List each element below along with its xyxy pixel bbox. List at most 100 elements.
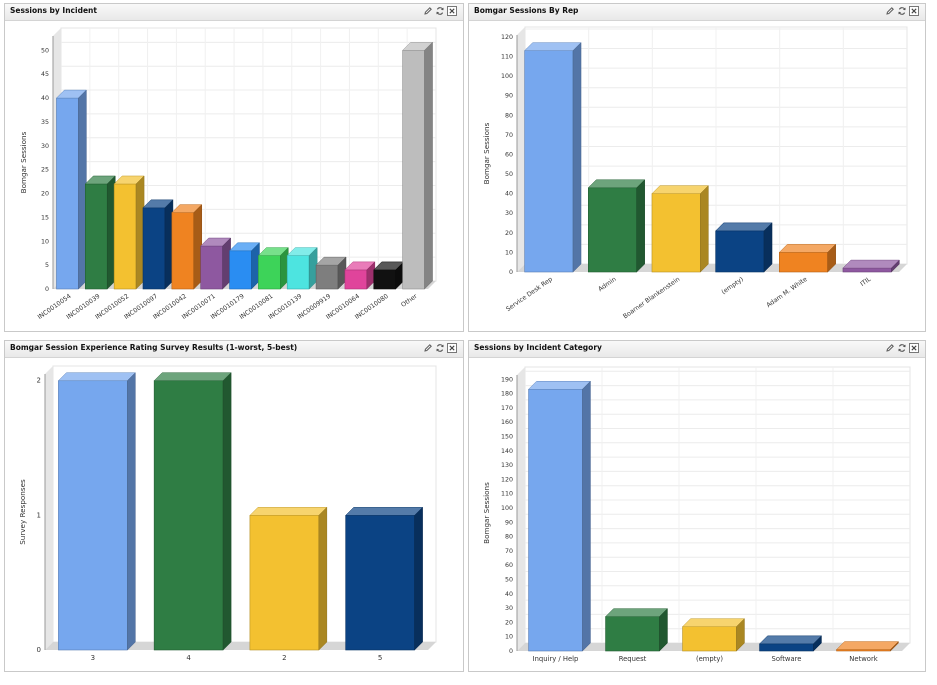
- bar-boarner-blankenstein[interactable]: [651, 185, 709, 273]
- edit-icon[interactable]: [885, 343, 895, 353]
- bar-side: [700, 185, 709, 273]
- y-axis-title: Bomgar Sessions: [482, 122, 491, 184]
- x-tick-label: Other: [400, 293, 419, 309]
- refresh-icon[interactable]: [897, 343, 907, 353]
- bar-software[interactable]: [758, 635, 823, 652]
- y-tick-label: 0: [37, 646, 41, 654]
- y-tick-label: 120: [501, 476, 513, 483]
- y-tick-label: 10: [41, 238, 49, 245]
- y-tick-label: 100: [501, 505, 513, 512]
- close-icon[interactable]: [909, 343, 919, 353]
- bar-inquiry-help[interactable]: [527, 380, 592, 652]
- panel-header: Sessions by Incident: [5, 4, 463, 21]
- edit-icon[interactable]: [423, 6, 433, 16]
- bar-top: [524, 42, 582, 51]
- chart-sessions-by-rep: 0 10 20 30 40 50 60 70 80 90 100 110 120 Bomgar Sessi…: [482, 26, 908, 320]
- y-tick-label: 60: [505, 151, 513, 158]
- plot-floor: [45, 642, 436, 650]
- bar-front: [56, 97, 79, 290]
- panel-header: Sessions by Incident Category: [469, 341, 925, 358]
- bar-3[interactable]: [57, 372, 136, 651]
- x-tick-label: Adam M. White: [765, 276, 808, 309]
- y-axis-title: Bomgar Sessions: [482, 482, 491, 544]
- bar-inc0010179[interactable]: [228, 242, 261, 290]
- bar-front: [344, 269, 368, 290]
- bar-itil[interactable]: [842, 259, 900, 273]
- x-tick-label: 2: [282, 654, 286, 662]
- x-tick-label: 5: [378, 654, 382, 662]
- bar-admin[interactable]: [587, 179, 646, 273]
- bar-adam-m-white[interactable]: [778, 243, 837, 273]
- edit-icon[interactable]: [423, 343, 433, 353]
- close-icon[interactable]: [447, 6, 457, 16]
- bar-inc0010081[interactable]: [257, 246, 289, 290]
- panel-header: Bomgar Sessions By Rep: [469, 4, 925, 21]
- y-tick-label: 130: [501, 462, 513, 469]
- y-tick-label: 50: [41, 47, 49, 54]
- panel-sessions-by-category: Sessions by Incident Category 0 10 20 30 40 5…: [468, 340, 926, 672]
- y-tick-label: 10: [505, 634, 513, 641]
- bar-inc0010052[interactable]: [113, 175, 145, 290]
- y-tick-label: 35: [41, 119, 49, 126]
- bar-inc0010097[interactable]: [142, 199, 174, 290]
- panel-sessions-by-incident: Sessions by Incident 0 5 10 15 20 25 30 35 40 45 5…: [4, 3, 464, 332]
- bar-request[interactable]: [604, 608, 669, 652]
- bar-inc0010071[interactable]: [200, 237, 232, 290]
- bar-front: [200, 245, 223, 290]
- x-tick-label: Inquiry / Help: [533, 655, 579, 663]
- edit-icon[interactable]: [885, 6, 895, 16]
- bar-front: [588, 187, 637, 273]
- close-icon[interactable]: [909, 6, 919, 16]
- y-tick-label: 0: [509, 269, 513, 276]
- bar-front: [286, 255, 310, 290]
- y-tick-label: 10: [505, 249, 513, 256]
- bar-inc0010064[interactable]: [344, 261, 376, 290]
- bar-4[interactable]: [153, 372, 232, 651]
- y-tick-label: 170: [501, 405, 513, 412]
- y-tick-label: 45: [41, 71, 49, 78]
- bar-inc0010054[interactable]: [55, 89, 87, 290]
- bar-inc0010080[interactable]: [373, 261, 405, 290]
- y-tick-label: 70: [505, 132, 513, 139]
- y-tick-label: 70: [505, 548, 513, 555]
- bar-side: [127, 372, 136, 651]
- bar-empty[interactable]: [715, 222, 773, 273]
- bar-service-desk-rep[interactable]: [524, 42, 582, 273]
- x-tick-label: (empty): [696, 655, 723, 663]
- bar-inc0010039[interactable]: [84, 175, 116, 290]
- refresh-icon[interactable]: [435, 343, 445, 353]
- y-tick-label: 90: [505, 519, 513, 526]
- close-icon[interactable]: [447, 343, 457, 353]
- bar-inc0010139[interactable]: [286, 246, 318, 290]
- panel-title: Sessions by Incident Category: [474, 343, 602, 352]
- bar-5[interactable]: [345, 506, 424, 651]
- y-tick-label: 30: [41, 143, 49, 150]
- bar-top: [587, 179, 646, 189]
- bar-front: [779, 252, 828, 273]
- bar-inc0009919[interactable]: [315, 256, 347, 290]
- bar-top: [153, 372, 232, 381]
- bar-empty[interactable]: [681, 618, 746, 652]
- refresh-icon[interactable]: [897, 6, 907, 16]
- bar-network[interactable]: [835, 640, 900, 652]
- bar-side: [827, 243, 836, 273]
- bar-top: [778, 244, 837, 253]
- bar-other[interactable]: [402, 41, 434, 290]
- chart-survey-results: 0 1 2 Survey Responses 3 4 2 5: [18, 365, 437, 662]
- bar-inc0010042[interactable]: [171, 204, 203, 290]
- bar-top: [651, 185, 709, 194]
- bar-top: [57, 372, 136, 381]
- refresh-icon[interactable]: [435, 6, 445, 16]
- bar-top: [842, 259, 900, 269]
- panel-title: Bomgar Session Experience Rating Survey …: [10, 343, 298, 352]
- panel-tools: [885, 6, 921, 17]
- bar-front: [528, 389, 583, 652]
- y-tick-label: 180: [501, 391, 513, 398]
- x-tick-label: 4: [186, 654, 191, 662]
- y-axis-title: Bomgar Sessions: [19, 131, 28, 193]
- bar-front: [258, 255, 281, 290]
- bar-front: [85, 183, 108, 290]
- bar-2[interactable]: [249, 506, 328, 651]
- bar-side: [890, 640, 899, 652]
